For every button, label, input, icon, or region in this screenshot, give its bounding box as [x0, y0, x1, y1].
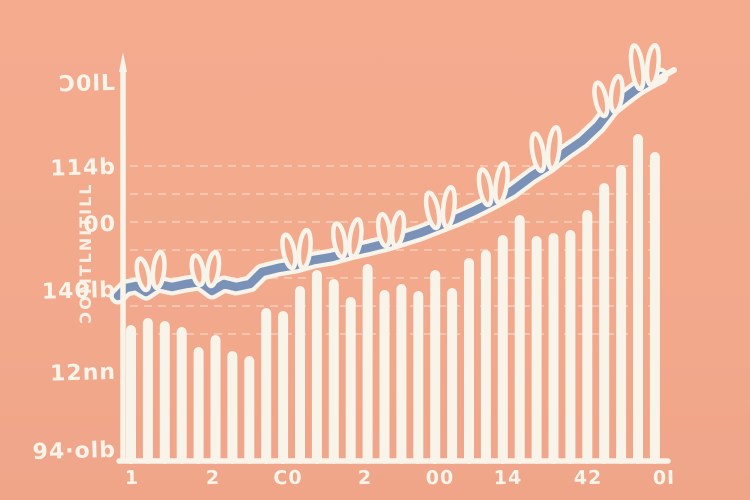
x-tick-label: 2	[205, 466, 221, 490]
line-loop-icon	[134, 256, 152, 293]
bar	[244, 356, 255, 464]
bar	[633, 134, 643, 464]
bar	[142, 318, 153, 464]
bar	[379, 290, 390, 464]
line-loop-icon	[204, 250, 222, 289]
bar	[345, 297, 356, 464]
line-loop-icon	[280, 232, 298, 271]
bar	[616, 165, 627, 464]
x-tick-label: C0	[273, 466, 303, 490]
y-axis-title: ƆOMTLNITILL	[76, 182, 95, 324]
bar	[565, 230, 576, 464]
line-loop-icon	[423, 190, 442, 231]
line-loop-icon	[296, 227, 313, 271]
line-loop-icon	[608, 73, 625, 115]
bar	[227, 351, 238, 464]
line-loop-icon	[347, 217, 364, 260]
bar	[582, 210, 593, 464]
bar	[497, 235, 508, 464]
y-axis-tip-icon	[119, 52, 127, 72]
bar	[430, 270, 441, 464]
bar	[649, 152, 660, 464]
bar	[514, 215, 525, 464]
bar	[396, 284, 407, 464]
bar	[548, 233, 559, 464]
bar	[464, 258, 474, 464]
y-tick-label: 140lb	[41, 277, 117, 305]
line-loop-icon	[493, 161, 510, 206]
x-tick-label: 0I	[652, 466, 676, 490]
x-tick-label: 00	[425, 466, 455, 490]
line-loop-icon	[476, 167, 494, 208]
y-tick-label: Ɔ0lL	[58, 70, 117, 98]
line-loop-icon	[440, 184, 457, 230]
bar	[295, 286, 305, 464]
line-loop-icon	[330, 221, 348, 260]
bar	[176, 327, 187, 464]
line-loop-icon	[389, 210, 407, 249]
bar	[311, 270, 322, 464]
x-tick-label: 2	[357, 466, 373, 490]
bar	[362, 264, 373, 464]
bar	[126, 325, 136, 464]
bar	[480, 250, 491, 464]
bar	[193, 347, 204, 464]
line-loop-icon	[644, 42, 661, 88]
line-loop-icon	[375, 212, 393, 249]
bar	[261, 308, 272, 464]
y-tick-label: 94·olb	[32, 437, 117, 466]
bar	[278, 311, 289, 464]
bar	[447, 288, 458, 464]
line-end-flick-icon	[653, 67, 677, 83]
bar	[159, 321, 170, 464]
bar	[328, 279, 339, 464]
bar	[210, 335, 221, 464]
trend-line	[113, 71, 665, 301]
bar	[531, 236, 542, 464]
line-loop-icon	[628, 43, 646, 92]
bar	[413, 291, 424, 464]
y-tick-label: 12nn	[49, 359, 117, 387]
line-loop-icon	[545, 124, 563, 172]
line-loop-icon	[150, 249, 167, 291]
bar	[599, 183, 610, 464]
line-loop-icon	[592, 80, 610, 119]
y-tick-label: 114b	[50, 154, 117, 182]
x-tick-label: 1	[124, 466, 140, 490]
x-tick-label: 14	[493, 466, 523, 490]
x-tick-label: 42	[573, 466, 603, 490]
line-loop-icon	[529, 131, 547, 174]
y-tick-label: 00	[83, 211, 117, 238]
line-loop-icon	[189, 253, 207, 288]
